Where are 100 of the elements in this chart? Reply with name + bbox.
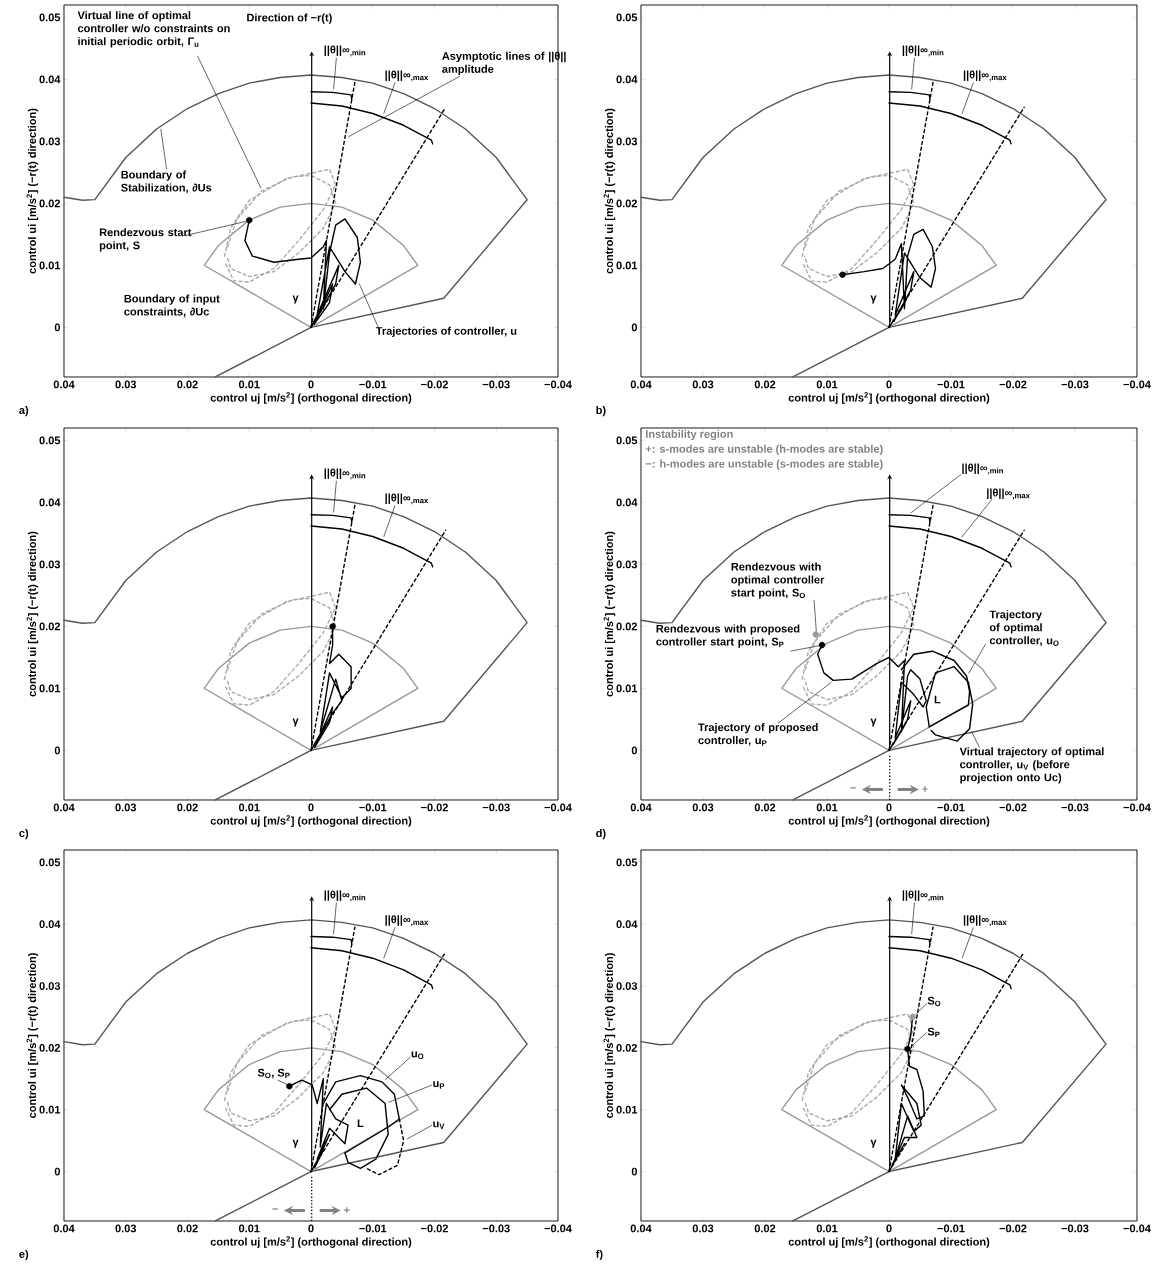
y-tick-label: 0.05	[39, 13, 61, 22]
annotation: γ	[292, 1139, 299, 1148]
y-tick-label: 0.02	[39, 1043, 61, 1052]
x-tick-label: −0.03	[482, 380, 510, 389]
x-tick-label: 0.02	[754, 803, 776, 812]
x-tick-label: −0.03	[482, 1224, 510, 1233]
x-tick-label: 0	[886, 1224, 892, 1233]
y-tick-label: 0	[631, 323, 638, 332]
x-tick-label: −0.04	[1123, 803, 1151, 812]
y-axis-title: control ui [m/s$^{2}$] (−r(t) direction)	[603, 953, 616, 1118]
y-tick-label: 0.02	[616, 199, 638, 208]
annotation: γ	[292, 718, 299, 727]
y-tick-label: 0.05	[39, 858, 61, 867]
x-tick-label: 0.03	[692, 1224, 714, 1233]
x-tick-label: 0.01	[816, 803, 838, 812]
annotation: ||θ||∞$_{,max}$	[385, 70, 429, 82]
x-tick-label: 0.03	[692, 803, 714, 812]
annotation: S$_{O}$	[927, 996, 941, 1007]
annotation: ||θ||∞$_{,min}$	[324, 468, 366, 480]
annotation: γ	[870, 718, 877, 727]
y-tick-label: 0.05	[616, 13, 638, 22]
y-tick-label: 0.03	[616, 560, 638, 569]
x-tick-label: 0.03	[692, 380, 714, 389]
annotation: ||θ||∞$_{,min}$	[324, 45, 366, 57]
annotation: γ	[292, 295, 299, 304]
x-tick-label: −0.01	[937, 803, 965, 812]
x-axis-title: control uj [m/s$^{2}$] (orthogonal direction)	[788, 815, 990, 827]
y-axis-title: control ui [m/s$^{2}$] (−r(t) direction)	[26, 953, 39, 1118]
x-tick-label: 0	[308, 803, 314, 812]
x-tick-label: −0.03	[1061, 380, 1089, 389]
y-tick-label: 0	[631, 1167, 638, 1176]
text: b)	[596, 405, 606, 417]
annotation: Virtual line of optimal controller w/o constraints on initial periodic orbit, Γ$_{u}$	[77, 11, 230, 48]
annotation: +	[922, 786, 928, 792]
annotation: ||θ||∞$_{,min}$	[962, 463, 1003, 475]
x-tick-label: 0.03	[115, 803, 137, 812]
annotation: ||θ||∞$_{,max}$	[987, 488, 1030, 500]
y-tick-label: 0.04	[39, 920, 61, 929]
y-axis-title: control ui [m/s$^{2}$] (−r(t) direction)	[26, 108, 39, 274]
y-axis-title: control ui [m/s$^{2}$] (−r(t) direction)	[26, 531, 39, 697]
x-axis-title: control uj [m/s$^{2}$] (orthogonal direction)	[210, 392, 412, 404]
x-tick-label: 0	[886, 803, 892, 812]
text: a)	[19, 405, 29, 417]
annotation: ||θ||∞$_{,max}$	[385, 493, 429, 505]
y-tick-label: 0.03	[39, 982, 61, 990]
y-tick-label: 0	[54, 1167, 60, 1176]
annotation: Rendezvous with optimal controller start point, S$_{O}$	[731, 562, 825, 599]
text: c)	[19, 828, 29, 840]
annotation: −	[272, 1208, 278, 1210]
y-axis-title: control ui [m/s$^{2}$] (−r(t) direction)	[603, 531, 616, 697]
x-axis-title: control uj [m/s$^{2}$] (orthogonal direction)	[788, 1236, 990, 1248]
y-tick-label: 0.01	[39, 261, 61, 270]
y-tick-label: 0.03	[616, 137, 638, 146]
y-axis-title: control ui [m/s$^{2}$] (−r(t) direction)	[603, 108, 616, 274]
annotation: u$_{P}$	[433, 1081, 445, 1089]
x-tick-label: 0.01	[238, 1224, 260, 1233]
y-tick-label: 0.04	[616, 498, 638, 507]
x-tick-label: −0.02	[421, 803, 448, 812]
annotation: u$_{O}$	[411, 1051, 424, 1060]
annotation: Rendezvous with proposed controller start point, S$_{P}$	[656, 624, 800, 648]
annotation: ||θ||∞$_{,max}$	[963, 915, 1007, 927]
annotation: Trajectories of controller, u	[375, 326, 517, 337]
x-tick-label: 0	[886, 380, 892, 389]
text: d)	[596, 828, 606, 840]
annotation: Boundary of input constraints, ∂Uc	[124, 294, 220, 318]
y-tick-label: 0.04	[616, 75, 638, 84]
x-tick-label: 0.03	[115, 380, 137, 389]
y-tick-label: 0.04	[39, 498, 61, 507]
x-tick-label: −0.04	[1123, 1224, 1151, 1233]
y-tick-label: 0.05	[39, 436, 61, 445]
x-tick-label: −0.01	[937, 380, 965, 389]
text: f)	[595, 1249, 603, 1261]
y-tick-label: 0.01	[616, 261, 638, 270]
y-tick-label: 0	[54, 746, 60, 755]
y-tick-label: 0.02	[39, 622, 61, 631]
annotation: Trajectory of optimal controller, u$_{O}$	[989, 610, 1059, 646]
y-tick-label: 0.05	[616, 436, 638, 445]
x-tick-label: −0.02	[999, 803, 1027, 812]
y-tick-label: 0	[54, 323, 60, 332]
x-tick-label: 0.01	[816, 380, 838, 389]
annotation: L	[357, 1119, 364, 1128]
annotation: Boundary of Stabilization, ∂Us	[121, 170, 212, 194]
x-tick-label: −0.02	[421, 1224, 448, 1233]
x-tick-label: 0.01	[238, 380, 260, 389]
x-tick-label: −0.01	[359, 803, 387, 812]
x-tick-label: −0.03	[482, 803, 510, 812]
x-tick-label: −0.01	[359, 380, 387, 389]
x-tick-label: −0.04	[544, 1224, 572, 1233]
annotation: ||θ||∞$_{,min}$	[902, 890, 944, 902]
annotation: Virtual trajectory of optimal controller, u$_{V}$ (before projection onto Uc)	[959, 747, 1104, 784]
y-tick-label: 0	[631, 746, 638, 755]
y-tick-label: 0.01	[39, 684, 61, 693]
x-tick-label: 0.02	[754, 1224, 776, 1233]
x-axis-title: control uj [m/s$^{2}$] (orthogonal direction)	[210, 815, 412, 827]
x-tick-label: −0.02	[421, 380, 448, 389]
y-tick-label: 0.01	[616, 684, 638, 693]
y-tick-label: 0.02	[39, 199, 61, 208]
x-tick-label: −0.02	[999, 380, 1027, 389]
x-tick-label: −0.03	[1061, 803, 1089, 812]
y-tick-label: 0.03	[616, 982, 638, 990]
